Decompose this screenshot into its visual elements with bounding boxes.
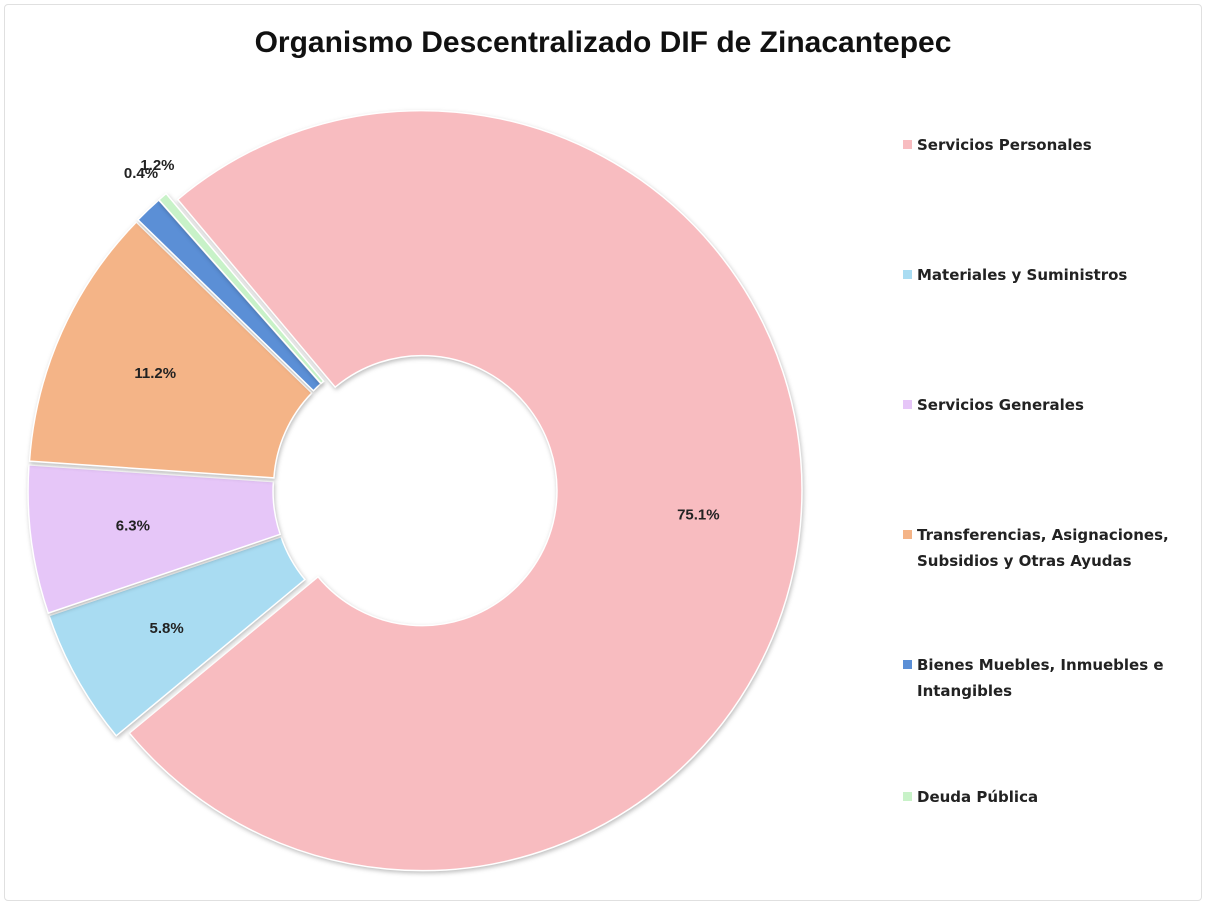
donut-slice [27, 464, 282, 615]
legend-label: Deuda Pública [917, 788, 1039, 806]
legend-item: Deuda Pública [903, 784, 1193, 810]
data-label: 75.1% [677, 507, 720, 524]
data-label: 6.3% [116, 518, 150, 535]
legend-label: Transferencias, Asignaciones, Subsidios … [917, 526, 1169, 570]
legend-item: Materiales y Suministros [903, 262, 1193, 288]
legend-label: Bienes Muebles, Inmuebles e Intangibles [917, 656, 1164, 700]
legend-label: Materiales y Suministros [917, 266, 1128, 284]
data-label: 0.4% [124, 165, 158, 182]
donut-slice [157, 192, 325, 385]
donut-slice [128, 109, 803, 872]
legend-label: Servicios Generales [917, 396, 1084, 414]
legend-swatch [903, 140, 912, 149]
legend-item: Servicios Generales [903, 392, 1193, 418]
legend-label: Servicios Personales [917, 136, 1092, 154]
legend-swatch [903, 660, 912, 669]
chart-title: Organismo Descentralizado DIF de Zinacan… [255, 26, 952, 59]
data-label: 1.2% [140, 157, 174, 174]
data-label: 11.2% [134, 365, 176, 382]
legend-swatch [903, 792, 912, 801]
data-label: 5.8% [150, 620, 184, 637]
legend-swatch [903, 270, 912, 279]
legend-item: Bienes Muebles, Inmuebles e Intangibles [903, 652, 1193, 704]
legend-swatch [903, 530, 912, 539]
chart-frame [4, 4, 1202, 901]
donut-slice [28, 220, 313, 479]
legend-swatch [903, 400, 912, 409]
legend-item: Transferencias, Asignaciones, Subsidios … [903, 522, 1193, 574]
legend-item: Servicios Personales [903, 132, 1193, 158]
donut-slice [48, 535, 306, 737]
